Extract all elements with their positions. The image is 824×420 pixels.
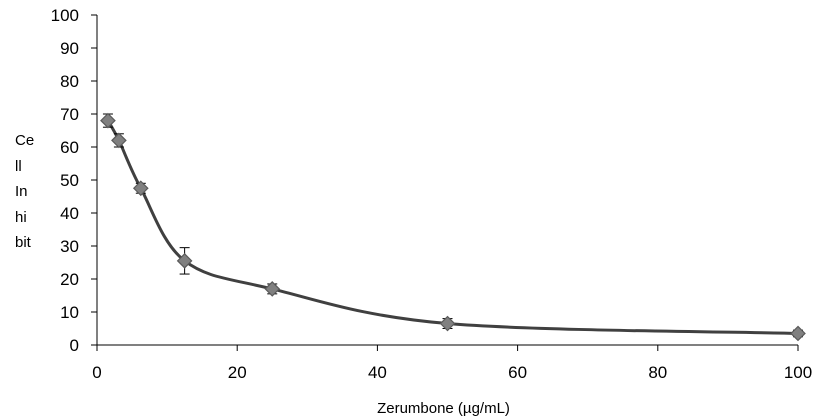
x-axis-title: Zerumbone (µg/mL) [377,400,510,417]
y-tick-label: 100 [51,6,79,25]
data-point [439,315,456,332]
y-tick-label: 40 [60,204,79,223]
data-point [132,180,149,197]
axes [96,15,798,346]
x-axis-ticks: 0 20 40 60 80 100 [92,345,812,382]
y-axis-title-line: In [15,183,28,200]
error-bars [102,113,803,338]
y-tick-label: 80 [60,72,79,91]
y-tick-label: 50 [60,171,79,190]
data-point [111,132,127,149]
y-axis-title-line: Ce [15,132,35,149]
y-tick-label: 20 [60,270,79,289]
y-tick-label: 70 [60,105,79,124]
y-axis-title: Ce ll In hi bit i [15,128,43,254]
x-tick-label: 40 [368,363,387,382]
y-tick-label: 60 [60,138,79,157]
x-tick-label: 80 [648,363,667,382]
data-point [264,281,281,297]
y-tick-label: 90 [60,39,79,58]
data-point [790,325,806,342]
y-axis-title-line: hi [15,208,27,226]
data-point [176,253,193,269]
x-tick-label: 20 [228,363,247,382]
x-tick-label: 100 [784,363,812,382]
y-axis-ticks: 0 10 20 30 40 50 60 70 80 90 100 [51,6,97,355]
y-tick-label: 30 [60,237,79,256]
y-axis-title-line: bit [15,234,31,251]
data-points [100,112,806,342]
x-tick-label: 0 [92,363,101,382]
y-tick-label: 10 [60,303,79,322]
y-tick-label: 0 [70,336,79,355]
y-axis-title-line: ll [15,157,22,175]
data-point [100,112,116,129]
x-tick-label: 60 [508,363,527,382]
series-line [106,119,799,335]
